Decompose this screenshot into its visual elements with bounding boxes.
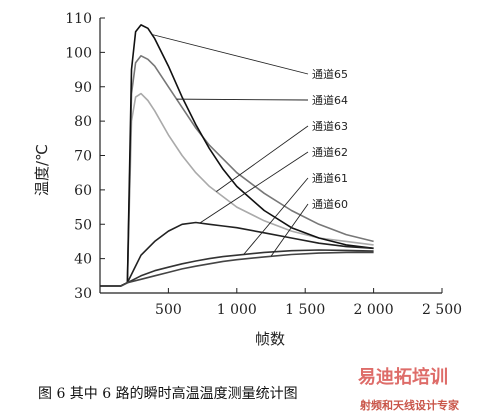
series-line-通道64 [100, 55, 374, 287]
y-tick-label: 40 [74, 252, 92, 268]
watermark-brand: 易迪拓培训 [358, 366, 448, 388]
y-axis-title: 温度/℃ [33, 144, 51, 196]
y-tick-label: 30 [74, 286, 92, 302]
callout-label: 通道65 [312, 67, 348, 81]
series-line-通道60 [100, 251, 374, 287]
x-tick-label: 2 500 [422, 302, 462, 318]
callout-leader [270, 203, 309, 257]
callout-leader [151, 34, 309, 75]
callout-label: 通道62 [312, 145, 348, 159]
y-tick-label: 50 [74, 217, 92, 233]
callout-leader [216, 125, 309, 192]
callout-label: 通道63 [312, 119, 348, 133]
callout-leader [243, 177, 309, 255]
y-tick-label: 70 [74, 149, 92, 165]
series-callouts: 通道65 通道64 通道63 通道62 通道61 通道60 [151, 34, 348, 257]
y-tick-label: 100 [65, 45, 92, 61]
callout-leader [199, 151, 309, 224]
figure-caption: 图 6 其中 6 路的瞬时高温温度测量统计图 [38, 385, 298, 402]
y-tick-label: 90 [74, 80, 92, 96]
callout-leader [176, 98, 309, 101]
series-line-通道61 [100, 249, 374, 287]
y-tick-label: 60 [74, 183, 92, 199]
x-tick-label: 500 [155, 302, 182, 318]
callout-label: 通道60 [312, 197, 348, 211]
x-tick-label: 2 000 [354, 302, 394, 318]
plot-area [100, 24, 374, 287]
series-line-通道62 [100, 221, 374, 287]
callout-label: 通道61 [312, 171, 348, 185]
x-tick-label: 1 500 [285, 302, 325, 318]
x-tick-label: 1 000 [217, 302, 257, 318]
callout-label: 通道64 [312, 93, 348, 107]
axes: 30 40 50 60 70 80 90 100 110 500 1 000 1 500 2 000 2 … [65, 11, 462, 318]
watermark-tagline: 射频和天线设计专家 [359, 398, 460, 412]
y-tick-label: 80 [74, 114, 92, 130]
y-tick-label: 110 [65, 11, 92, 27]
x-axis-title: 帧数 [255, 330, 285, 348]
